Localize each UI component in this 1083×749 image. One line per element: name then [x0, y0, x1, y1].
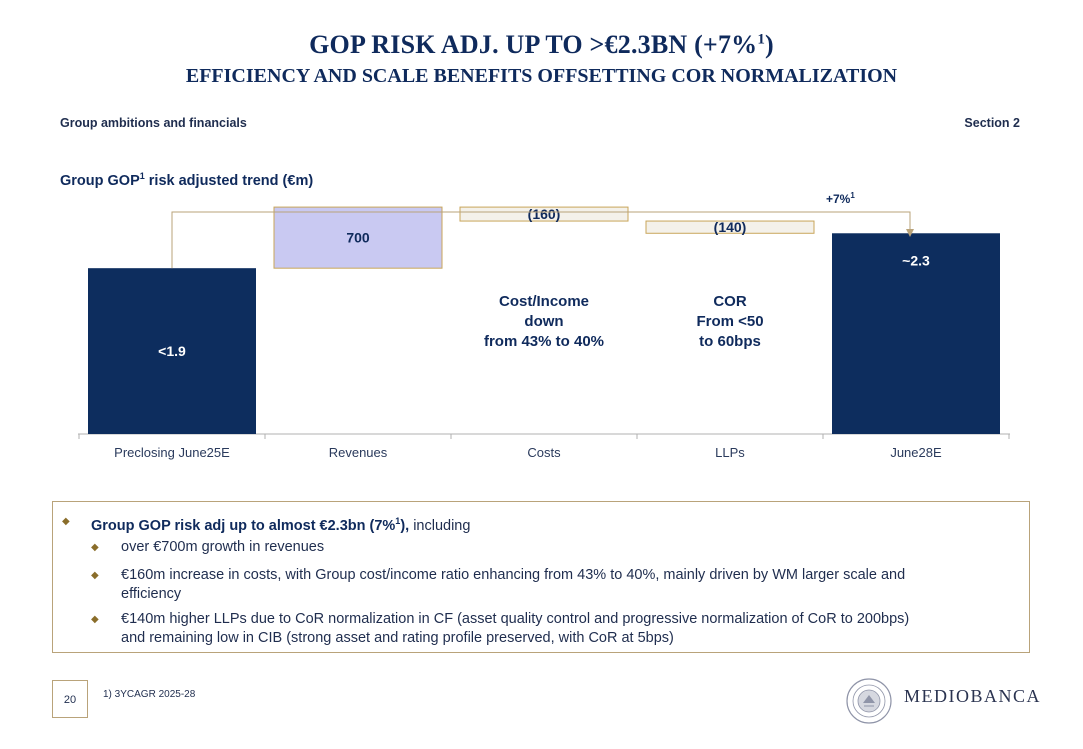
bar-costs	[459, 206, 629, 222]
diamond-bullet-icon: ◆	[62, 516, 70, 527]
bar-value-label: <1.9	[158, 343, 186, 359]
slide-title: GOP RISK ADJ. UP TO >€2.3BN (+7%1)	[309, 30, 774, 59]
diamond-bullet-icon: ◆	[91, 570, 99, 581]
chart-annotation-line: from 43% to 40%	[484, 333, 604, 350]
bar-value-label: (160)	[528, 206, 561, 222]
waterfall-chart: <1.9 Preclosing June25E 700 Revenues (160) Co…	[78, 191, 1010, 460]
bar-june28e	[832, 233, 1000, 434]
chart-annotation-line: down	[524, 313, 563, 330]
summary-headline: Group GOP risk adj up to almost €2.3bn (…	[91, 516, 471, 534]
breadcrumb-section-number: Section 2	[964, 116, 1020, 130]
page-number: 20	[52, 680, 88, 718]
mediobanca-seal-icon	[846, 678, 892, 724]
footnote: 1) 3YCAGR 2025-28	[103, 689, 196, 700]
diamond-bullet-icon: ◆	[91, 542, 99, 553]
summary-box	[52, 501, 1030, 653]
bar-preclosing-june25e	[88, 268, 256, 434]
cagr-label: +7%1	[826, 191, 855, 206]
breadcrumb-section-name: Group ambitions and financials	[60, 116, 247, 130]
summary-bullet: €160m increase in costs, with Group cost…	[121, 567, 906, 583]
summary-bullet-continued: efficiency	[121, 586, 182, 602]
category-label: June28E	[890, 445, 942, 460]
chart-annotation-line: Cost/Income	[499, 293, 589, 310]
mediobanca-logo: MEDIOBANCA	[904, 686, 1042, 706]
chart-annotation-line: to 60bps	[699, 333, 761, 350]
summary-bullet: over €700m growth in revenues	[121, 539, 325, 555]
summary-bullet: €140m higher LLPs due to CoR normalizati…	[121, 611, 910, 627]
bar-value-label: ~2.3	[902, 252, 930, 268]
bar-llps	[645, 220, 815, 234]
chart-annotation-line: COR	[713, 293, 747, 310]
cagr-arrow-line	[171, 211, 911, 269]
category-label: LLPs	[715, 445, 745, 460]
bar-value-label: 700	[346, 230, 370, 246]
cagr-arrow-head-icon	[906, 229, 914, 237]
chart-title: Group GOP1 risk adjusted trend (€m)	[60, 171, 314, 189]
summary-bullet-continued: and remaining low in CIB (strong asset a…	[121, 630, 674, 646]
category-label: Costs	[527, 445, 561, 460]
bar-value-label: (140)	[714, 219, 747, 235]
slide-subtitle: EFFICIENCY AND SCALE BENEFITS OFFSETTING…	[185, 65, 898, 87]
diamond-bullet-icon: ◆	[91, 614, 99, 625]
category-label: Preclosing June25E	[114, 445, 230, 460]
category-label: Revenues	[329, 445, 388, 460]
chart-annotation-line: From <50	[696, 313, 763, 330]
bar-revenues	[273, 206, 443, 269]
